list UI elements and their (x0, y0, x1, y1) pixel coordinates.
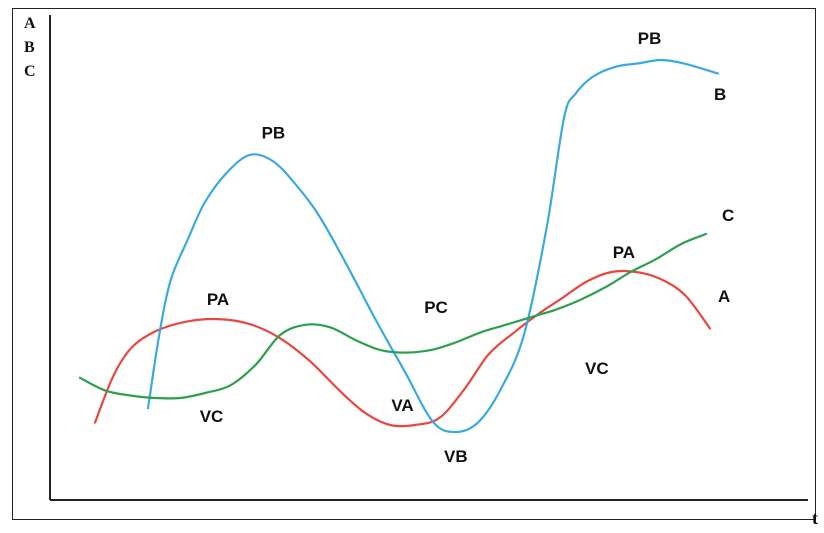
annotation-pc-2-c: PC (424, 298, 448, 317)
annotation-va-2-a: VA (391, 396, 413, 415)
series-line-b (146, 58, 720, 434)
annotation-vc-3-c: VC (585, 359, 609, 378)
y-legend-a: A (24, 15, 36, 32)
x-axis-label: t (812, 508, 818, 528)
chart-frame (12, 8, 816, 520)
annotation-layer: PA VA PA A PB VB PB B VC PC VC C (200, 29, 735, 466)
series-end-label-c: C (722, 206, 734, 225)
series-line-a (93, 269, 712, 428)
y-legend-c: C (24, 63, 36, 80)
series-end-label-b: B (714, 85, 726, 104)
annotation-pb-1-b: PB (262, 124, 286, 143)
annotation-pb-3-b: PB (638, 29, 662, 48)
annotation-vb-2-b: VB (444, 447, 468, 466)
y-legend-b: B (24, 39, 35, 56)
y-axis-legend: ABC (24, 15, 36, 80)
series-end-label-a: A (718, 287, 730, 306)
series-line-c (78, 232, 708, 400)
annotation-pa-3-a: PA (613, 243, 635, 262)
annotation-pa-1-a: PA (207, 290, 229, 309)
chart-axes: t (49, 15, 818, 528)
annotation-vc-1-c: VC (200, 407, 224, 426)
series-layer (78, 58, 720, 434)
